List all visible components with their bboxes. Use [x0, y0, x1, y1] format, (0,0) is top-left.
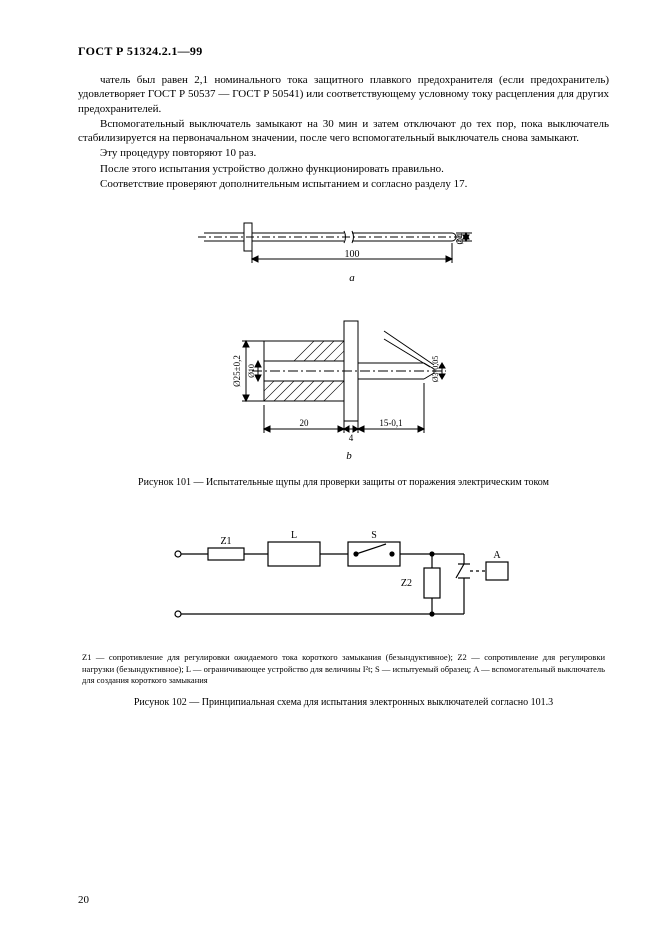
dim-dia10: Ø10 — [247, 364, 256, 378]
figure-102-caption: Рисунок 102 — Принципиальная схема для и… — [78, 697, 609, 708]
label-a: a — [349, 272, 355, 284]
schematic-svg: Z1 L S Z2 — [164, 524, 524, 634]
paragraph: Эту процедуру повторяют 10 раз. — [78, 146, 609, 160]
standard-code: ГОСТ Р 51324.2.1—99 — [78, 44, 609, 59]
figure-101: 100 Ø4 a — [78, 201, 609, 488]
body-text: чатель был равен 2,1 номинального тока з… — [78, 73, 609, 191]
label-b: b — [346, 450, 352, 462]
dim-100: 100 — [344, 249, 359, 260]
label-z1: Z1 — [220, 536, 231, 547]
figure-102-legend: Z1 — сопротивление для регулировки ожида… — [82, 652, 605, 686]
probe-drawing-svg: 100 Ø4 a — [164, 201, 524, 471]
label-l: L — [290, 530, 296, 541]
dim-15: 15-0,1 — [379, 418, 402, 428]
page: ГОСТ Р 51324.2.1—99 чатель был равен 2,1… — [0, 0, 661, 936]
label-a: A — [493, 550, 501, 561]
paragraph: Соответствие проверяют дополнительным ис… — [78, 177, 609, 191]
dim-dia4: Ø4 — [455, 233, 465, 244]
page-number: 20 — [78, 894, 89, 906]
paragraph: После этого испытания устройство должно … — [78, 162, 609, 176]
figure-102: Z1 L S Z2 — [78, 524, 609, 707]
label-s: S — [371, 530, 377, 541]
dim-dia3: Ø3-0,05 — [431, 356, 440, 382]
figure-101-caption: Рисунок 101 — Испытательные щупы для про… — [78, 477, 609, 488]
paragraph: Вспомогательный выключатель замыкают на … — [78, 117, 609, 146]
label-z2: Z2 — [400, 578, 411, 589]
dim-4: 4 — [348, 433, 353, 443]
dim-dia25: Ø25±0,2 — [232, 356, 242, 388]
dim-20: 20 — [299, 418, 309, 428]
paragraph: чатель был равен 2,1 номинального тока з… — [78, 73, 609, 116]
